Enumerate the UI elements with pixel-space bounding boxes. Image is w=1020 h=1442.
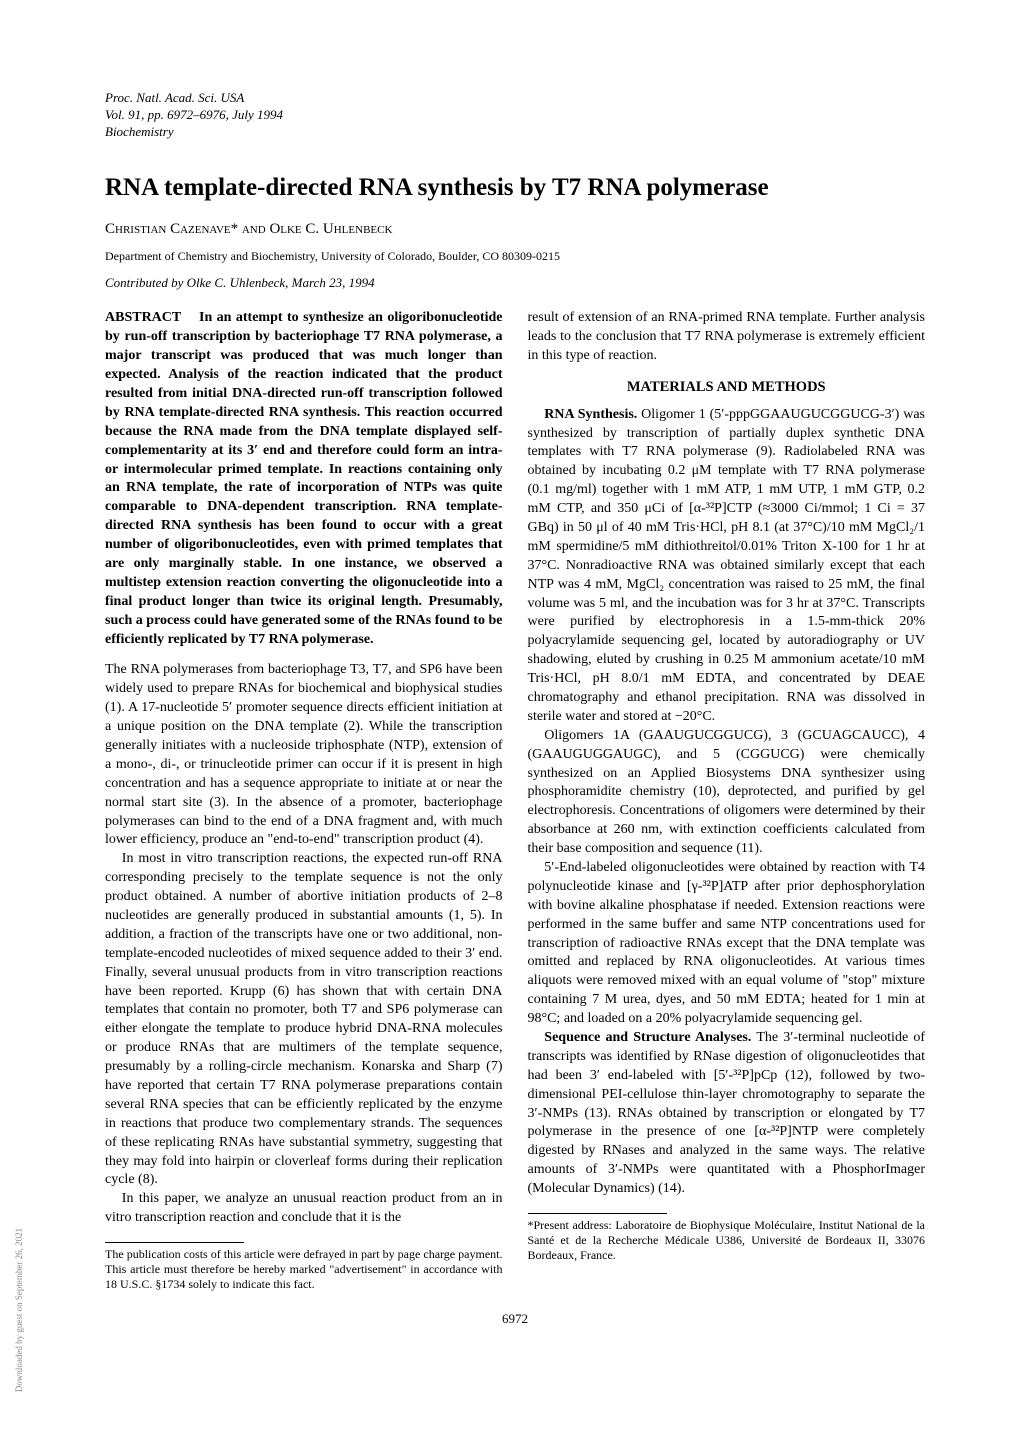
- seq-text: The 3′-terminal nucleotide of transcript…: [528, 1030, 926, 1196]
- footnote-right: *Present address: Laboratoire de Biophys…: [528, 1218, 926, 1263]
- journal-line3: Biochemistry: [105, 124, 925, 141]
- journal-line1: Proc. Natl. Acad. Sci. USA: [105, 90, 925, 107]
- authors: Christian Cazenave* and Olke C. Uhlenbec…: [105, 219, 925, 239]
- methods-p2: Oligomers 1A (GAAUGUCGGUCG), 3 (GCUAGCAU…: [528, 727, 926, 859]
- download-watermark: Downloaded by guest on September 26, 202…: [13, 1228, 25, 1392]
- journal-line2: Vol. 91, pp. 6972–6976, July 1994: [105, 107, 925, 124]
- intro-continuation: result of extension of an RNA-primed RNA…: [528, 309, 926, 366]
- rna-synth-text: Oligomer 1 (5′-pppGGAAUGUCGGUCG-3′) was …: [528, 407, 926, 724]
- left-column: ABSTRACT In an attempt to synthesize an …: [105, 309, 503, 1292]
- two-column-body: ABSTRACT In an attempt to synthesize an …: [105, 309, 925, 1292]
- methods-p3: 5′-End-labeled oligonucleotides were obt…: [528, 859, 926, 1029]
- seq-label: Sequence and Structure Analyses.: [544, 1030, 751, 1045]
- footnote-separator-right: [528, 1213, 667, 1214]
- methods-seq: Sequence and Structure Analyses. The 3′-…: [528, 1029, 926, 1199]
- intro-p2: In most in vitro transcription reactions…: [105, 850, 503, 1190]
- contributed-line: Contributed by Olke C. Uhlenbeck, March …: [105, 274, 925, 292]
- footnote-separator: [105, 1242, 244, 1243]
- rna-synth-label: RNA Synthesis.: [544, 407, 637, 422]
- journal-header: Proc. Natl. Acad. Sci. USA Vol. 91, pp. …: [105, 90, 925, 141]
- footnote-left: The publication costs of this article we…: [105, 1247, 503, 1292]
- intro-p1: The RNA polymerases from bacteriophage T…: [105, 661, 503, 850]
- abstract-paragraph: ABSTRACT In an attempt to synthesize an …: [105, 309, 503, 649]
- article-title: RNA template-directed RNA synthesis by T…: [105, 171, 925, 205]
- affiliation: Department of Chemistry and Biochemistry…: [105, 248, 925, 264]
- right-column: result of extension of an RNA-primed RNA…: [528, 309, 926, 1292]
- methods-heading: MATERIALS AND METHODS: [528, 378, 926, 398]
- abstract-text: In an attempt to synthesize an oligoribo…: [105, 310, 503, 646]
- methods-rna-synth: RNA Synthesis. Oligomer 1 (5′-pppGGAAUGU…: [528, 406, 926, 727]
- page-number: 6972: [105, 1310, 925, 1328]
- abstract-label: ABSTRACT: [105, 310, 181, 325]
- intro-p3: In this paper, we analyze an unusual rea…: [105, 1190, 503, 1228]
